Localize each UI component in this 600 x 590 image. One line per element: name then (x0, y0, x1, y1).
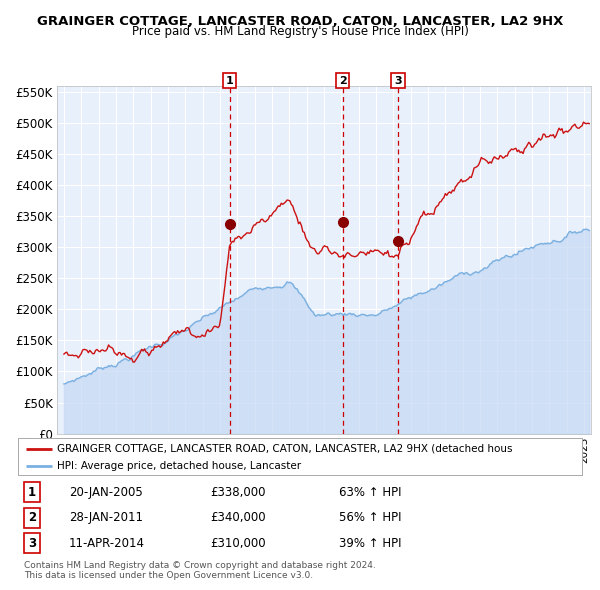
Text: £338,000: £338,000 (210, 486, 265, 499)
Text: 1: 1 (226, 76, 233, 86)
Text: 3: 3 (28, 537, 36, 550)
Text: GRAINGER COTTAGE, LANCASTER ROAD, CATON, LANCASTER, LA2 9HX (detached hous: GRAINGER COTTAGE, LANCASTER ROAD, CATON,… (58, 444, 513, 454)
Text: 39% ↑ HPI: 39% ↑ HPI (340, 537, 402, 550)
Text: 28-JAN-2011: 28-JAN-2011 (69, 511, 143, 525)
Text: GRAINGER COTTAGE, LANCASTER ROAD, CATON, LANCASTER, LA2 9HX: GRAINGER COTTAGE, LANCASTER ROAD, CATON,… (37, 15, 563, 28)
Text: 1: 1 (28, 486, 36, 499)
Text: 63% ↑ HPI: 63% ↑ HPI (340, 486, 402, 499)
Text: Contains HM Land Registry data © Crown copyright and database right 2024.: Contains HM Land Registry data © Crown c… (24, 560, 376, 569)
Text: £340,000: £340,000 (210, 511, 265, 525)
Text: 20-JAN-2005: 20-JAN-2005 (69, 486, 143, 499)
Text: 2: 2 (338, 76, 346, 86)
Text: 11-APR-2014: 11-APR-2014 (69, 537, 145, 550)
Text: HPI: Average price, detached house, Lancaster: HPI: Average price, detached house, Lanc… (58, 461, 302, 471)
Text: 2: 2 (28, 511, 36, 525)
Text: 56% ↑ HPI: 56% ↑ HPI (340, 511, 402, 525)
Text: 3: 3 (394, 76, 402, 86)
Text: Price paid vs. HM Land Registry's House Price Index (HPI): Price paid vs. HM Land Registry's House … (131, 25, 469, 38)
Text: £310,000: £310,000 (210, 537, 265, 550)
Text: This data is licensed under the Open Government Licence v3.0.: This data is licensed under the Open Gov… (24, 571, 313, 579)
